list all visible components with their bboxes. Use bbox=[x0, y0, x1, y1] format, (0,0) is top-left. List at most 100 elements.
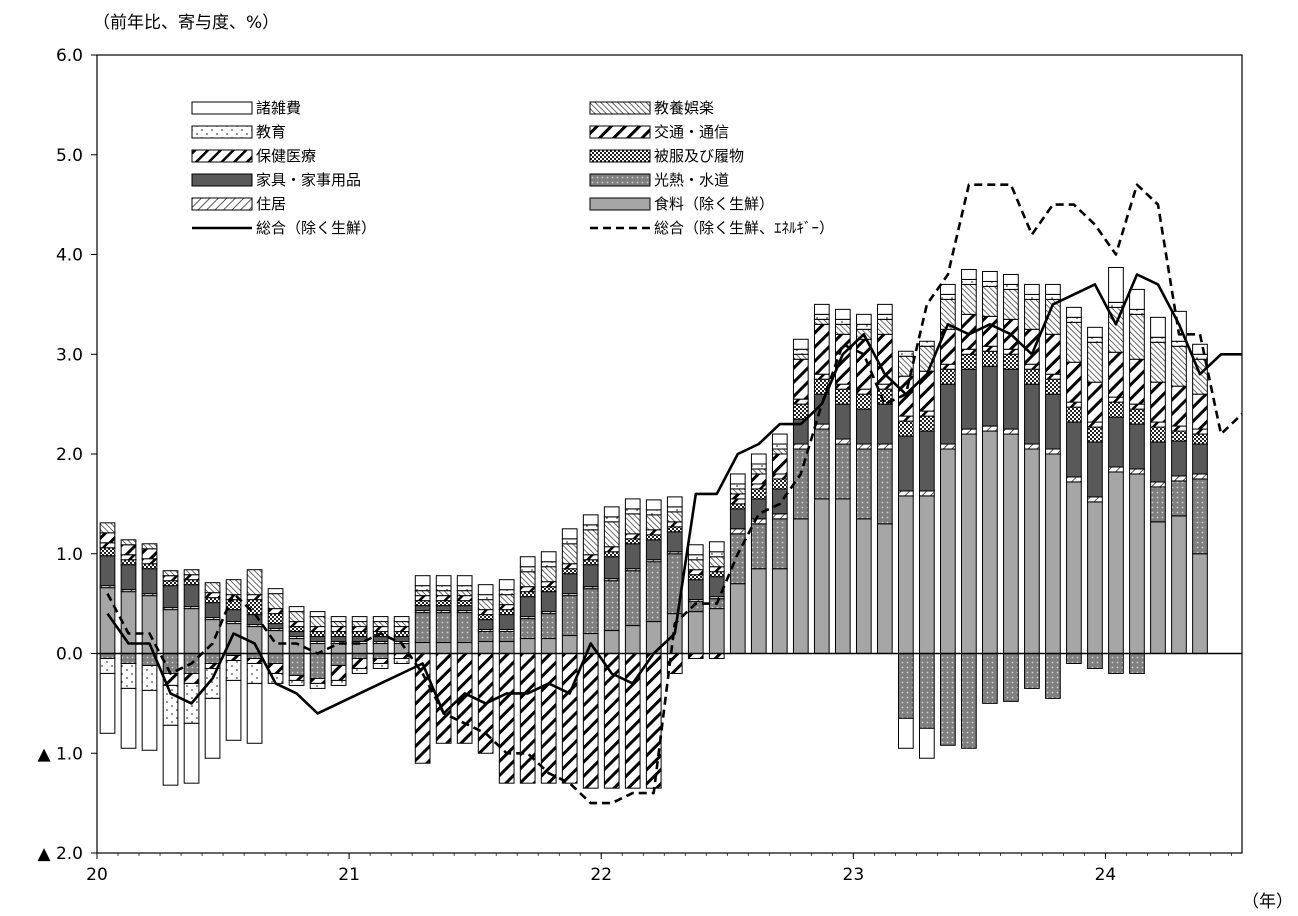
y-tick-label-4: 2.0 bbox=[56, 445, 83, 465]
bar-segment-6-10 bbox=[309, 677, 326, 684]
bar-segment-9-6 bbox=[225, 679, 242, 741]
bar-segment-3-22 bbox=[561, 573, 578, 595]
bar-segment-1-48 bbox=[1108, 653, 1124, 674]
x-tick-label-1: 21 bbox=[338, 865, 360, 885]
legend-swatch-0-4 bbox=[191, 197, 253, 211]
bar-segment-5-5 bbox=[204, 592, 221, 599]
bar-segment-6-13 bbox=[372, 657, 389, 664]
bar-segment-9-30 bbox=[729, 473, 746, 485]
bar-segment-4-50 bbox=[1150, 426, 1166, 443]
bar-segment-4-33 bbox=[792, 403, 809, 420]
bar-segment-9-5 bbox=[204, 697, 221, 759]
bar-segment-8-1 bbox=[120, 662, 137, 689]
bar-segment-3-4 bbox=[183, 584, 200, 608]
bar-segment-6-6 bbox=[225, 654, 242, 661]
bar-segment-0-4 bbox=[183, 608, 200, 654]
bar-segment-9-38 bbox=[898, 717, 914, 749]
bar-segment-9-34 bbox=[813, 303, 830, 315]
bar-segment-9-46 bbox=[1066, 306, 1082, 318]
bar-segment-4-17 bbox=[456, 600, 473, 607]
bar-segment-4-21 bbox=[540, 586, 557, 593]
bar-segment-9-19 bbox=[498, 579, 515, 591]
bar-segment-4-30 bbox=[729, 503, 746, 510]
bar-segment-4-26 bbox=[645, 534, 662, 541]
y-tick-label-5: 1.0 bbox=[56, 545, 83, 565]
bar-segment-7-42 bbox=[982, 285, 998, 317]
bar-segment-1-20 bbox=[519, 618, 536, 640]
bar-segment-4-27 bbox=[666, 526, 683, 533]
bar-segment-2-45 bbox=[1045, 448, 1061, 455]
legend-label-0-5: 総合（除く生鮮） bbox=[256, 219, 376, 237]
bar-segment-1-37 bbox=[876, 448, 893, 525]
bar-segment-8-14 bbox=[393, 657, 410, 664]
bar-segment-5-21 bbox=[540, 581, 557, 588]
bar-segment-3-3 bbox=[162, 585, 179, 609]
bar-segment-9-43 bbox=[1003, 273, 1019, 285]
bar-segment-5-33 bbox=[792, 398, 809, 405]
bar-segment-6-14 bbox=[393, 653, 410, 659]
bar-segment-8-40 bbox=[940, 293, 956, 300]
bar-segment-4-4 bbox=[183, 579, 200, 586]
bar-segment-0-21 bbox=[540, 638, 557, 654]
bar-segment-5-12 bbox=[351, 626, 368, 633]
bar-segment-5-48 bbox=[1108, 396, 1124, 403]
bar-segment-4-0 bbox=[99, 547, 116, 557]
bar-segment-8-38 bbox=[898, 350, 914, 357]
bar-segment-2-52 bbox=[1192, 473, 1208, 480]
bar-segment-9-10 bbox=[309, 611, 326, 618]
bar-segment-2-44 bbox=[1024, 443, 1040, 450]
bar-segment-4-10 bbox=[309, 631, 326, 638]
bar-segment-6-29 bbox=[708, 653, 725, 659]
bar-segment-7-50 bbox=[1150, 341, 1166, 383]
bar-segment-4-1 bbox=[120, 559, 137, 566]
bar-segment-8-15 bbox=[414, 585, 431, 592]
bar-segment-7-33 bbox=[792, 353, 809, 360]
bar-segment-0-49 bbox=[1129, 473, 1145, 655]
bar-segment-4-24 bbox=[603, 551, 620, 558]
bar-segment-2-30 bbox=[729, 528, 746, 535]
bar-segment-7-13 bbox=[372, 621, 389, 628]
bar-segment-4-44 bbox=[1024, 368, 1040, 385]
bar-segment-3-35 bbox=[834, 403, 851, 440]
legend-swatch-1-1 bbox=[589, 125, 651, 139]
bar-segment-9-52 bbox=[1192, 343, 1208, 355]
bar-segment-9-9 bbox=[288, 606, 305, 613]
bar-segment-5-51 bbox=[1171, 425, 1187, 432]
bar-segment-3-41 bbox=[961, 368, 977, 430]
bar-segment-6-45 bbox=[1045, 333, 1061, 375]
bar-segment-1-17 bbox=[456, 612, 473, 644]
bar-segment-2-48 bbox=[1108, 466, 1124, 473]
bar-segment-5-34 bbox=[813, 373, 830, 380]
bar-segment-5-41 bbox=[961, 348, 977, 355]
x-tick-label-2: 22 bbox=[590, 865, 612, 885]
bar-segment-4-46 bbox=[1066, 406, 1082, 423]
bar-segment-8-47 bbox=[1087, 336, 1103, 343]
bar-segment-7-31 bbox=[750, 468, 767, 475]
bar-segment-1-8 bbox=[267, 653, 284, 664]
bar-segment-9-36 bbox=[855, 313, 872, 325]
bar-segment-7-9 bbox=[288, 611, 305, 623]
legend-label-0-0: 諸雑費 bbox=[256, 99, 301, 117]
bar-segment-6-23 bbox=[582, 653, 599, 789]
bar-segment-6-0 bbox=[99, 532, 116, 544]
bar-segment-1-36 bbox=[855, 448, 872, 520]
bar-segment-8-29 bbox=[708, 551, 725, 558]
bar-segment-4-45 bbox=[1045, 378, 1061, 395]
bar-segment-5-26 bbox=[645, 529, 662, 536]
bar-segment-7-6 bbox=[225, 579, 242, 596]
bar-segment-7-15 bbox=[414, 590, 431, 597]
bar-segment-5-39 bbox=[919, 410, 935, 417]
y-tick-label-2: 4.0 bbox=[56, 246, 83, 266]
bar-segment-1-41 bbox=[961, 653, 977, 749]
bar-segment-9-25 bbox=[624, 498, 641, 510]
bar-segment-8-44 bbox=[1024, 293, 1040, 300]
bar-segment-5-18 bbox=[477, 609, 494, 616]
bar-segment-1-1 bbox=[120, 653, 137, 664]
bar-segment-7-30 bbox=[729, 488, 746, 495]
bar-segment-1-32 bbox=[771, 518, 788, 570]
bar-segment-7-20 bbox=[519, 571, 536, 588]
bar-segment-8-33 bbox=[792, 348, 809, 355]
bar-segment-6-32 bbox=[771, 453, 788, 475]
bar-segment-3-44 bbox=[1024, 383, 1040, 445]
bar-segment-5-16 bbox=[435, 595, 452, 602]
